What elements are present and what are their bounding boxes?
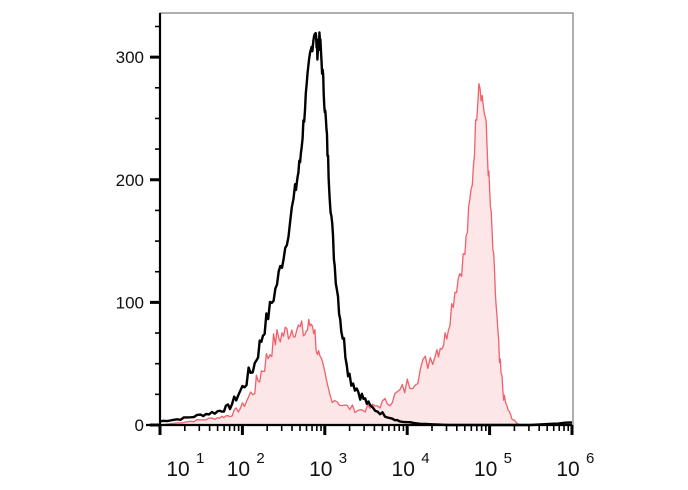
y-tick-label: 200 bbox=[116, 171, 144, 190]
plot-frame bbox=[159, 12, 574, 426]
svg-text:1: 1 bbox=[196, 450, 204, 467]
x-tick-label: 10 5 bbox=[474, 450, 512, 481]
y-tick-label: 300 bbox=[116, 48, 144, 67]
x-tick-label: 10 1 bbox=[166, 450, 204, 481]
x-tick-label: 10 3 bbox=[309, 450, 347, 481]
svg-text:3: 3 bbox=[339, 450, 347, 467]
series-fill bbox=[160, 83, 520, 425]
svg-text:10: 10 bbox=[392, 458, 415, 481]
svg-text:4: 4 bbox=[421, 450, 429, 467]
plot-area bbox=[159, 31, 573, 427]
svg-text:10: 10 bbox=[556, 458, 579, 481]
x-tick-label: 10 2 bbox=[227, 450, 265, 481]
svg-text:10: 10 bbox=[166, 458, 189, 481]
svg-text:2: 2 bbox=[256, 450, 264, 467]
svg-text:10: 10 bbox=[474, 458, 497, 481]
y-tick-label: 0 bbox=[135, 416, 144, 435]
svg-text:10: 10 bbox=[309, 458, 332, 481]
x-axis: 10 1 10 2 10 3 10 4 10 5 10 6 bbox=[146, 423, 594, 481]
svg-text:6: 6 bbox=[586, 450, 594, 467]
y-axis: 0 100 200 300 bbox=[116, 13, 162, 435]
svg-text:5: 5 bbox=[504, 450, 512, 467]
y-tick-label: 100 bbox=[116, 293, 144, 312]
series-line-control bbox=[159, 31, 573, 427]
svg-text:10: 10 bbox=[227, 458, 250, 481]
x-tick-label: 10 4 bbox=[392, 450, 430, 481]
x-tick-label: 10 6 bbox=[556, 450, 594, 481]
series-line-stained bbox=[159, 83, 520, 426]
